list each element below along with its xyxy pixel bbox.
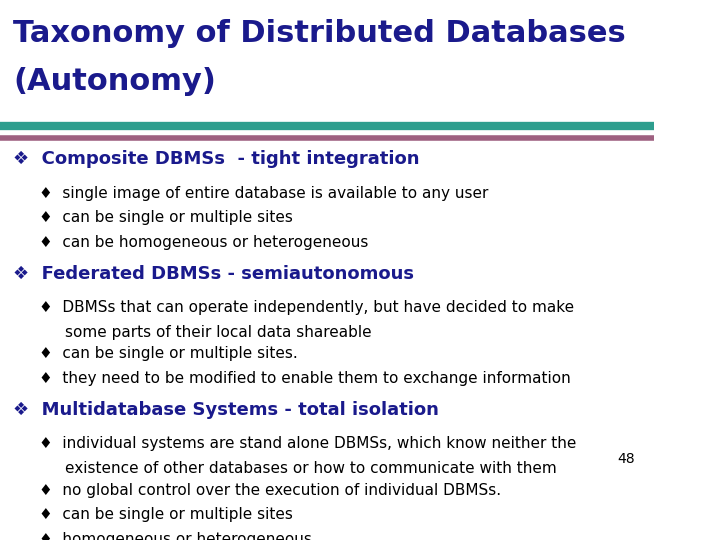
Text: ♦  can be single or multiple sites: ♦ can be single or multiple sites <box>40 508 293 522</box>
Text: ♦  can be single or multiple sites.: ♦ can be single or multiple sites. <box>40 347 298 361</box>
Text: ❖  Multidatabase Systems - total isolation: ❖ Multidatabase Systems - total isolatio… <box>13 401 439 418</box>
Text: 48: 48 <box>617 453 634 467</box>
Text: ♦  can be single or multiple sites: ♦ can be single or multiple sites <box>40 211 293 225</box>
Text: ♦  homogeneous or heterogeneous: ♦ homogeneous or heterogeneous <box>40 532 312 540</box>
Text: ♦  single image of entire database is available to any user: ♦ single image of entire database is ava… <box>40 186 489 201</box>
Text: ♦  individual systems are stand alone DBMSs, which know neither the: ♦ individual systems are stand alone DBM… <box>40 436 577 451</box>
Text: ♦  DBMSs that can operate independently, but have decided to make: ♦ DBMSs that can operate independently, … <box>40 300 575 315</box>
Text: ♦  they need to be modified to enable them to exchange information: ♦ they need to be modified to enable the… <box>40 371 571 386</box>
Text: Taxonomy of Distributed Databases: Taxonomy of Distributed Databases <box>13 19 626 48</box>
Text: ♦  no global control over the execution of individual DBMSs.: ♦ no global control over the execution o… <box>40 483 501 497</box>
Text: existence of other databases or how to communicate with them: existence of other databases or how to c… <box>66 461 557 476</box>
Text: ❖  Federated DBMSs - semiautonomous: ❖ Federated DBMSs - semiautonomous <box>13 265 414 282</box>
Text: ♦  can be homogeneous or heterogeneous: ♦ can be homogeneous or heterogeneous <box>40 235 369 250</box>
Text: some parts of their local data shareable: some parts of their local data shareable <box>66 325 372 340</box>
Text: ❖  Composite DBMSs  - tight integration: ❖ Composite DBMSs - tight integration <box>13 150 420 168</box>
Text: (Autonomy): (Autonomy) <box>13 66 216 96</box>
